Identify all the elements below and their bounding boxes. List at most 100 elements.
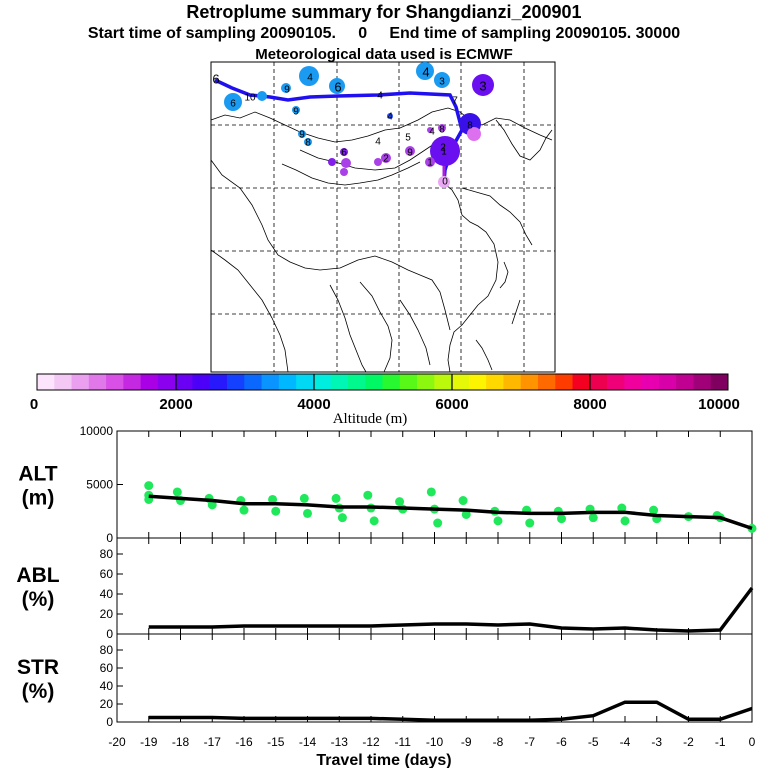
panel-label-abl: ABL — [16, 564, 59, 587]
alt-scatter-point — [395, 497, 405, 507]
x-tick-label: -14 — [299, 735, 317, 749]
colorbar-cell — [347, 374, 366, 390]
trajectory-label: 9 — [299, 130, 305, 141]
colorbar-cell — [71, 374, 90, 390]
trajectory-plume-dot — [292, 106, 300, 114]
y-tick-label: 5000 — [86, 478, 113, 492]
trajectory-label: 4 — [307, 73, 313, 84]
colorbar: 0 2000 4000 6000 8000 10000 Altitude (m) — [30, 373, 740, 427]
x-tick-label: -3 — [651, 735, 662, 749]
alt-scatter-point — [268, 494, 278, 504]
trajectory-plume-dot — [438, 124, 446, 132]
colorbar-cell — [278, 374, 297, 390]
alt-scatter-point — [557, 514, 566, 524]
alt-scatter-point — [369, 516, 379, 526]
x-tick-label: -13 — [331, 735, 349, 749]
y-tick-label: 40 — [100, 587, 114, 601]
trajectory-plume-dot — [257, 91, 267, 101]
trajectory-plume-dot — [304, 138, 312, 146]
x-tick-label: -5 — [588, 735, 599, 749]
y-tick-label: 40 — [100, 679, 114, 693]
alt-scatter-point — [144, 481, 154, 491]
y-tick-label: 20 — [100, 607, 114, 621]
colorbar-label: Altitude (m) — [333, 411, 408, 427]
y-tick-label: 0 — [106, 627, 113, 641]
colorbar-cell — [365, 374, 383, 390]
trajectory-plume-dot — [329, 78, 345, 94]
line-panels: 0500010000ALT(m)020406080ABL(%)020406080… — [16, 424, 757, 749]
x-tick-label: -4 — [620, 735, 631, 749]
x-tick-label: -12 — [362, 735, 380, 749]
trajectory-label: 2 — [383, 154, 389, 165]
colorbar-tick-8000: 8000 — [573, 396, 606, 413]
colorbar-cell — [417, 374, 435, 390]
series-line-str — [148, 700, 753, 722]
trajectory-label: 4 — [377, 91, 383, 102]
alt-scatter-point — [271, 506, 281, 516]
x-tick-label: -20 — [108, 735, 126, 749]
chart-subtitle: Start time of sampling 20090105. 0 End t… — [87, 25, 681, 42]
trajectory-label: 1 — [441, 147, 447, 158]
trajectory-label: 6 — [212, 71, 219, 86]
colorbar-tick-0: 0 — [30, 396, 38, 413]
trajectory-label: 4 — [429, 127, 435, 138]
trajectory-label: 8 — [467, 121, 473, 132]
trajectory-label: 8 — [439, 125, 445, 136]
trajectory-plume-dot — [405, 146, 415, 156]
panel-frame-abl — [116, 537, 753, 635]
trajectory-label: 3 — [479, 78, 486, 93]
series-line-abl — [148, 586, 754, 633]
alt-scatter-point — [363, 490, 373, 500]
y-tick-label: 60 — [100, 567, 114, 581]
trajectory-plume-dot — [427, 127, 433, 133]
trajectory-plume-dot — [298, 130, 306, 138]
trajectory-label: 3 — [439, 77, 445, 88]
trajectory-label: 9 — [293, 107, 299, 118]
trajectory-plume-dot — [281, 83, 291, 93]
colorbar-cell — [624, 374, 643, 390]
trajectory-plume-dot — [340, 168, 348, 176]
trajectory-label: 0 — [442, 177, 448, 188]
trajectory-plume-dot — [299, 66, 319, 86]
map-borders — [210, 107, 553, 373]
x-tick-label: -2 — [683, 735, 694, 749]
x-tick-label: -7 — [524, 735, 535, 749]
colorbar-cell — [88, 374, 107, 390]
y-tick-label: 60 — [100, 661, 114, 675]
colorbar-cell — [37, 374, 55, 390]
colorbar-tick-10000: 10000 — [698, 396, 740, 413]
alt-scatter-point — [617, 503, 627, 513]
colorbar-cell — [313, 374, 332, 390]
colorbar-cell — [244, 374, 262, 390]
colorbar-cell — [503, 374, 522, 390]
trajectory-label: 6 — [230, 99, 236, 110]
x-tick-label: -15 — [267, 735, 285, 749]
colorbar-cell — [589, 374, 608, 390]
colorbar-cell — [192, 374, 211, 390]
chart-subtitle-met: Meteorological data used is ECMWF — [255, 46, 513, 63]
colorbar-cell — [486, 374, 504, 390]
y-tick-label: 0 — [106, 715, 113, 729]
panel-label-alt: ALT — [18, 463, 57, 486]
trajectory-plume-dot — [438, 176, 450, 188]
colorbar-cell — [537, 374, 556, 390]
colorbar-cell — [157, 374, 176, 390]
alt-scatter-point — [337, 513, 347, 523]
colorbar-tick-2000: 2000 — [159, 396, 192, 413]
trajectory-plume-dot — [340, 148, 348, 156]
alt-scatter-point — [525, 518, 535, 528]
trajectory-label: 6 — [341, 148, 347, 159]
trajectory-label: 7 — [452, 96, 458, 107]
panel-label-str: STR — [17, 656, 59, 679]
x-tick-label: -6 — [556, 735, 567, 749]
x-tick-label: -16 — [235, 735, 253, 749]
alt-scatter-point — [303, 508, 312, 518]
trajectory-plume-dot — [425, 157, 435, 167]
colorbar-cell — [451, 374, 470, 390]
trajectory-plume-dot — [224, 93, 242, 111]
colorbar-cell — [140, 374, 159, 390]
x-tick-label: -1 — [715, 735, 726, 749]
x-tick-label: -9 — [461, 735, 472, 749]
